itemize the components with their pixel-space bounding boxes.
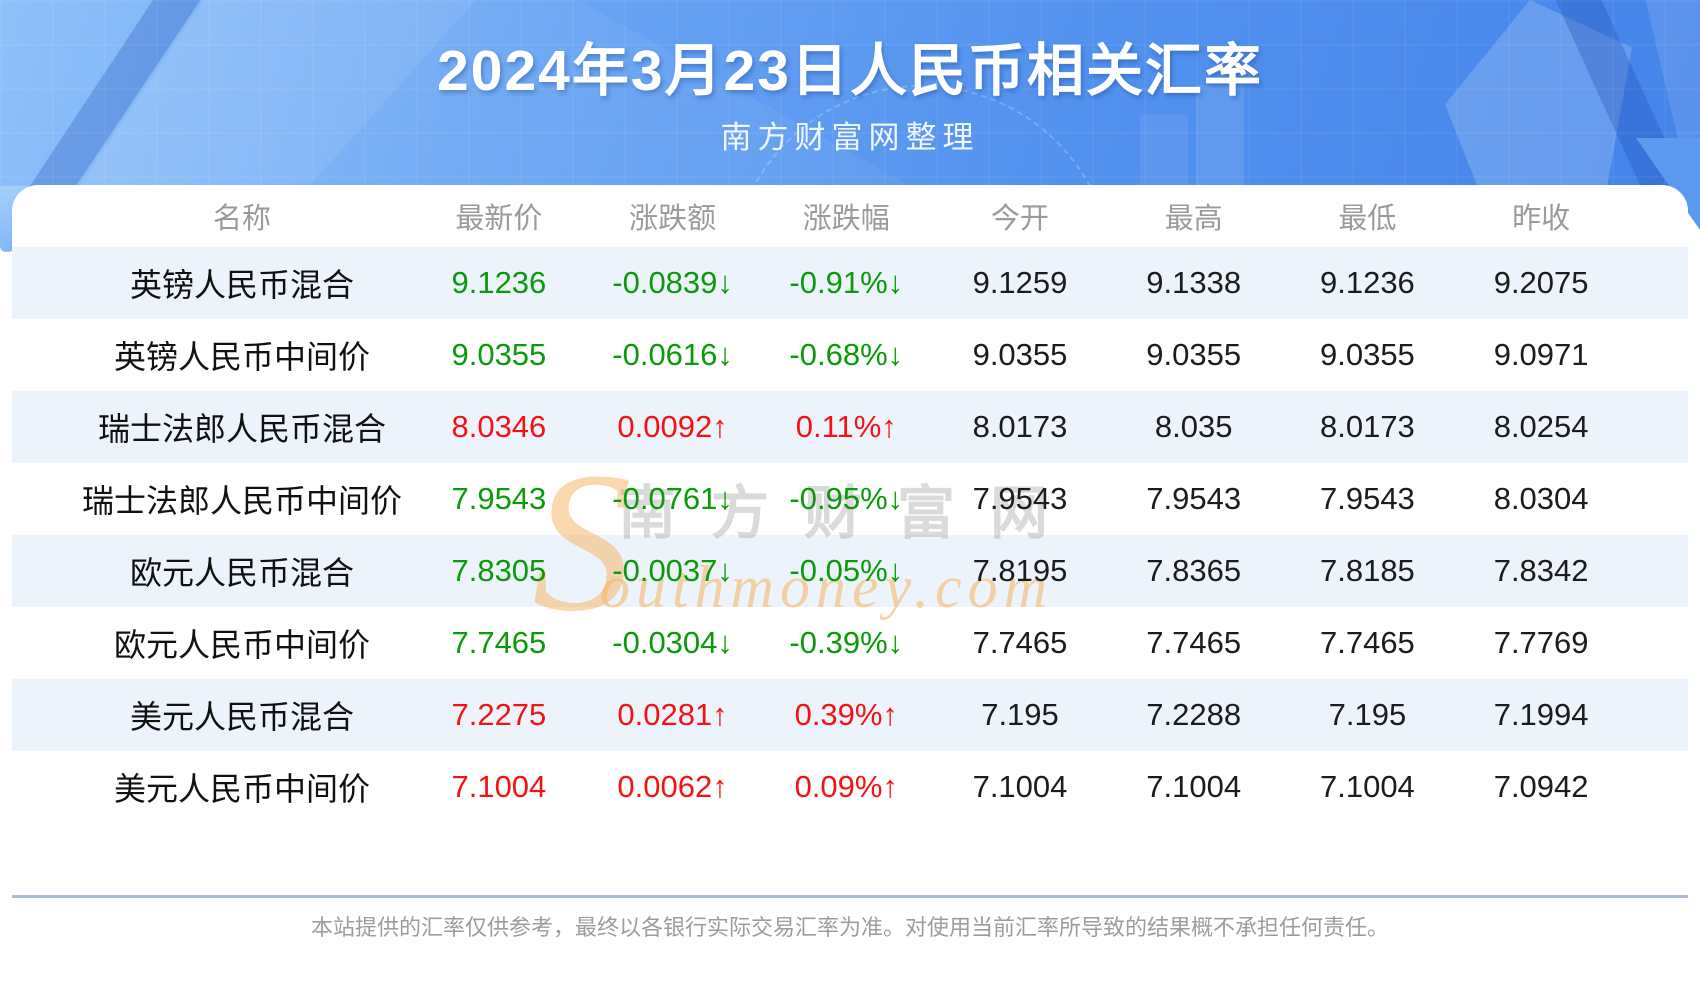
table-row: 欧元人民币中间价 7.7465 -0.0304↓ -0.39%↓ 7.7465 … [72, 607, 1628, 679]
open-cell: 7.1004 [972, 769, 1068, 804]
prev-close-cell: 7.7769 [1493, 625, 1589, 660]
rates-table: 名称 最新价 涨跌额 涨跌幅 今开 最高 最低 昨收 英镑人民币混合 9.123… [72, 185, 1628, 823]
row-stripe [12, 391, 1688, 463]
change-cell: -0.0037↓ [612, 553, 733, 588]
high-cell: 7.7465 [1146, 625, 1242, 660]
low-cell: 9.0355 [1319, 337, 1415, 372]
change-pct-cell: 0.39%↑ [794, 697, 898, 732]
change-pct-cell: 0.11%↑ [795, 409, 897, 444]
low-cell: 7.8185 [1319, 553, 1415, 588]
name-cell: 瑞士法郎人民币中间价 [82, 483, 403, 519]
name-cell: 美元人民币中间价 [114, 771, 371, 807]
change-pct-cell: -0.39%↓ [789, 625, 904, 660]
open-cell: 7.7465 [972, 625, 1068, 660]
prev-close-cell: 7.8342 [1493, 553, 1589, 588]
table-header-row: 名称 最新价 涨跌额 涨跌幅 今开 最高 最低 昨收 [72, 185, 1628, 247]
low-cell: 8.0173 [1319, 409, 1415, 444]
column-header-last: 最新价 [455, 203, 543, 235]
change-cell: -0.0839↓ [612, 265, 733, 300]
low-cell: 7.9543 [1319, 481, 1415, 516]
table-row: 欧元人民币混合 7.8305 -0.0037↓ -0.05%↓ 7.8195 7… [72, 535, 1628, 607]
page-header: 2024年3月23日人民币相关汇率 南方财富网整理 [0, 0, 1700, 190]
name-cell: 英镑人民币中间价 [114, 339, 371, 375]
rates-card: S 南方财富网 outhmoney.com 名称 最新价 涨跌额 涨跌幅 今开 … [12, 185, 1688, 1000]
low-cell: 7.195 [1328, 697, 1407, 732]
name-cell: 欧元人民币混合 [130, 555, 355, 591]
prev-close-cell: 9.0971 [1493, 337, 1589, 372]
change-cell: -0.0761↓ [612, 481, 733, 516]
last-price-cell: 9.1236 [451, 265, 547, 300]
change-pct-cell: -0.68%↓ [789, 337, 904, 372]
name-cell: 欧元人民币中间价 [114, 627, 371, 663]
open-cell: 7.8195 [972, 553, 1068, 588]
last-price-cell: 7.9543 [451, 481, 547, 516]
table-row: 英镑人民币混合 9.1236 -0.0839↓ -0.91%↓ 9.1259 9… [72, 247, 1628, 319]
open-cell: 9.1259 [972, 265, 1068, 300]
last-price-cell: 8.0346 [451, 409, 547, 444]
column-header-change-pct: 涨跌幅 [802, 203, 890, 235]
high-cell: 7.2288 [1146, 697, 1242, 732]
open-cell: 7.195 [981, 697, 1059, 732]
row-stripe [12, 535, 1688, 607]
change-cell: -0.0304↓ [612, 625, 733, 660]
name-cell: 英镑人民币混合 [130, 267, 355, 303]
column-header-prev-close: 昨收 [1512, 203, 1571, 235]
change-cell: 0.0092↑ [617, 409, 728, 444]
change-pct-cell: -0.91%↓ [789, 265, 904, 300]
column-header-change: 涨跌额 [629, 203, 717, 235]
change-pct-cell: 0.09%↑ [794, 769, 898, 804]
high-cell: 9.0355 [1146, 337, 1242, 372]
page-subtitle: 南方财富网整理 [720, 120, 980, 155]
row-stripe [12, 247, 1688, 319]
prev-close-cell: 8.0254 [1493, 409, 1589, 444]
last-price-cell: 7.7465 [451, 625, 547, 660]
name-cell: 瑞士法郎人民币混合 [98, 411, 387, 447]
page-title: 2024年3月23日人民币相关汇率 [437, 39, 1263, 103]
low-cell: 9.1236 [1319, 265, 1415, 300]
row-stripe [12, 679, 1688, 751]
high-cell: 8.035 [1154, 409, 1233, 444]
change-pct-cell: -0.05%↓ [789, 553, 904, 588]
table-row: 瑞士法郎人民币混合 8.0346 0.0092↑ 0.11%↑ 8.0173 8… [72, 391, 1628, 463]
footer-divider [12, 895, 1688, 898]
open-cell: 9.0355 [972, 337, 1068, 372]
last-price-cell: 9.0355 [451, 337, 547, 372]
name-cell: 美元人民币混合 [130, 699, 355, 735]
table-row: 瑞士法郎人民币中间价 7.9543 -0.0761↓ -0.95%↓ 7.954… [72, 463, 1628, 535]
table-row: 美元人民币混合 7.2275 0.0281↑ 0.39%↑ 7.195 7.22… [72, 679, 1628, 751]
last-price-cell: 7.2275 [451, 697, 547, 732]
high-cell: 9.1338 [1146, 265, 1242, 300]
high-cell: 7.8365 [1146, 553, 1242, 588]
column-header-high: 最高 [1164, 203, 1223, 235]
prev-close-cell: 7.1994 [1493, 697, 1589, 732]
high-cell: 7.1004 [1146, 769, 1242, 804]
change-cell: 0.0281↑ [617, 697, 728, 732]
disclaimer-text: 本站提供的汇率仅供参考，最终以各银行实际交易汇率为准。对使用当前汇率所导致的结果… [310, 915, 1389, 940]
column-header-open: 今开 [990, 203, 1049, 235]
prev-close-cell: 7.0942 [1493, 769, 1589, 804]
last-price-cell: 7.8305 [451, 553, 547, 588]
table-row: 英镑人民币中间价 9.0355 -0.0616↓ -0.68%↓ 9.0355 … [72, 319, 1628, 391]
prev-close-cell: 8.0304 [1493, 481, 1589, 516]
last-price-cell: 7.1004 [451, 769, 547, 804]
high-cell: 7.9543 [1146, 481, 1242, 516]
table-row: 美元人民币中间价 7.1004 0.0062↑ 0.09%↑ 7.1004 7.… [72, 751, 1628, 823]
low-cell: 7.7465 [1319, 625, 1415, 660]
change-cell: -0.0616↓ [612, 337, 733, 372]
open-cell: 8.0173 [972, 409, 1068, 444]
change-cell: 0.0062↑ [617, 769, 728, 804]
change-pct-cell: -0.95%↓ [789, 481, 904, 516]
prev-close-cell: 9.2075 [1493, 265, 1589, 300]
column-header-low: 最低 [1338, 203, 1397, 235]
low-cell: 7.1004 [1319, 769, 1415, 804]
column-header-name: 名称 [213, 203, 272, 235]
open-cell: 7.9543 [972, 481, 1068, 516]
